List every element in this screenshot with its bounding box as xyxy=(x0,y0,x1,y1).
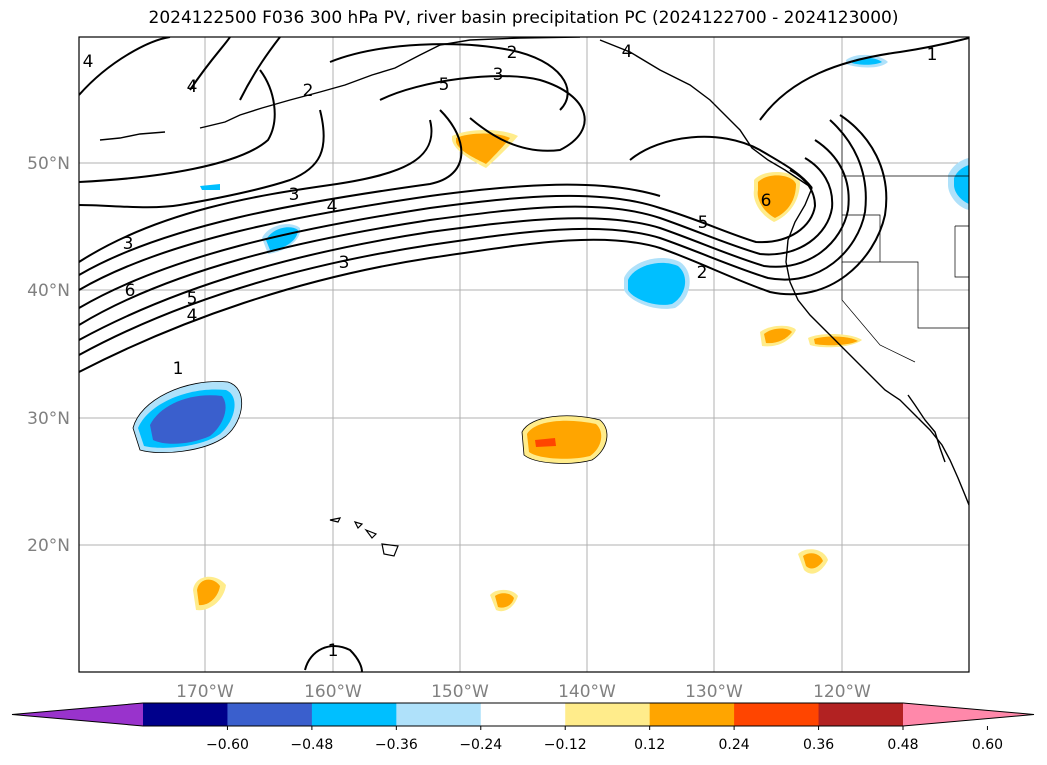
colorbar-segment xyxy=(649,703,735,726)
contour-label: 3 xyxy=(339,253,350,273)
precip-blob xyxy=(200,184,220,190)
map-frame xyxy=(78,36,970,673)
contour-label: 5 xyxy=(698,213,709,233)
lon-labels: 170°W 160°W 150°W 140°W 130°W 120°W xyxy=(176,682,871,702)
precip-shading xyxy=(132,54,969,612)
precip-blob xyxy=(764,328,792,344)
precip-blob xyxy=(628,262,686,305)
contour-label: 4 xyxy=(83,52,94,72)
contour-label: 4 xyxy=(327,197,338,217)
colorbar-segment xyxy=(396,703,482,726)
colorbar-tick-label: 0.12 xyxy=(634,737,665,753)
contour-label: 4 xyxy=(187,77,198,97)
colorbar-tick-label: −0.24 xyxy=(459,737,502,753)
contour-label: 3 xyxy=(493,65,504,85)
colorbar-segment xyxy=(818,703,904,726)
contour-label: 4 xyxy=(187,306,198,326)
gridlines xyxy=(79,37,969,672)
precip-blob xyxy=(527,420,602,459)
contour-label: 2 xyxy=(507,43,518,63)
colorbar-outline xyxy=(11,702,1035,727)
lon-label: 120°W xyxy=(813,682,871,702)
hawaii-islands xyxy=(329,517,399,557)
precip-blob xyxy=(535,438,556,447)
colorbar-extension-high xyxy=(903,703,1034,726)
colorbar-tick-label: −0.12 xyxy=(544,737,587,753)
colorbar-tick-label: −0.36 xyxy=(375,737,418,753)
colorbar-tick-label: −0.60 xyxy=(206,737,249,753)
colorbar-tick-label: 0.24 xyxy=(719,737,750,753)
colorbar-tick-label: 0.60 xyxy=(972,737,1003,753)
contour-label: 1 xyxy=(328,641,339,661)
lat-label: 40°N xyxy=(27,281,70,301)
colorbar-tick-label: 0.48 xyxy=(887,737,918,753)
precip-blob xyxy=(495,593,514,608)
colorbar-segment xyxy=(565,703,651,726)
colorbar-extension-low xyxy=(12,703,143,726)
map-title: 2024122500 F036 300 hPa PV, river basin … xyxy=(148,8,899,28)
lon-label: 160°W xyxy=(304,682,362,702)
lat-label: 50°N xyxy=(27,154,70,174)
lon-label: 130°W xyxy=(685,682,743,702)
precip-blob xyxy=(954,165,969,204)
lat-labels: 50°N 40°N 30°N 20°N xyxy=(27,154,70,556)
contour-label: 2 xyxy=(303,81,314,101)
colorbar-segment xyxy=(311,703,397,726)
precip-blob xyxy=(456,133,510,164)
lon-label: 170°W xyxy=(176,682,234,702)
contour-label: 5 xyxy=(439,75,450,95)
colorbar-segment xyxy=(734,703,820,726)
contour-label: 3 xyxy=(289,185,300,205)
coastlines xyxy=(99,37,969,506)
precip-blob xyxy=(757,175,796,218)
colorbar-tick-label: 0.36 xyxy=(803,737,834,753)
colorbar: −0.60 −0.48 −0.36 −0.24 −0.12 0.12 0.24 0.36 0.4… xyxy=(11,702,1035,753)
colorbar-tick-label: −0.48 xyxy=(290,737,333,753)
contour-label: 1 xyxy=(173,359,184,379)
contour-label: 6 xyxy=(761,191,772,211)
lon-label: 150°W xyxy=(431,682,489,702)
colorbar-segment xyxy=(143,703,228,726)
precip-blob xyxy=(803,553,823,569)
contour-label: 2 xyxy=(697,263,708,283)
contour-label: 5 xyxy=(187,289,198,309)
contour-label: 4 xyxy=(622,42,633,62)
colorbar-segment xyxy=(480,703,566,726)
precip-blob xyxy=(150,395,226,444)
lat-label: 30°N xyxy=(27,409,70,429)
colorbar-segment xyxy=(227,703,313,726)
pv-contours xyxy=(79,37,969,672)
precip-blob xyxy=(197,579,220,606)
contour-label: 1 xyxy=(927,45,938,65)
contour-label: 3 xyxy=(123,234,134,254)
state-borders xyxy=(841,115,969,363)
contour-labels: 4 4 2 5 2 3 4 1 3 4 3 3 6 5 4 1 6 5 2 1 xyxy=(83,42,938,661)
lat-label: 20°N xyxy=(27,536,70,556)
contour-label: 6 xyxy=(125,281,136,301)
lon-label: 140°W xyxy=(558,682,616,702)
